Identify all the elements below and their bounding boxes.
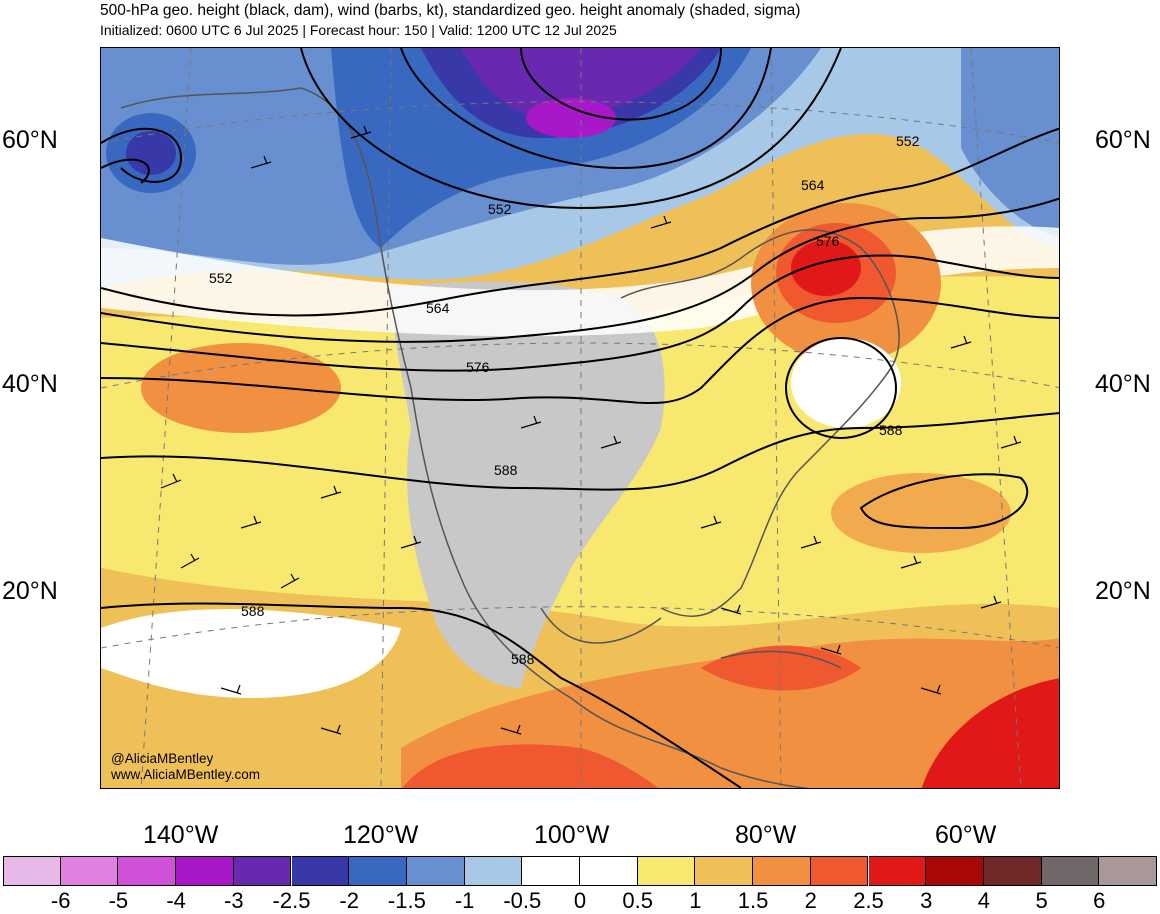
colorbar-label: 6: [1093, 888, 1106, 913]
colorbar-label: -1: [454, 888, 475, 913]
credit-handle: @AliciaMBentley: [111, 751, 214, 766]
colorbar-swatch: [695, 856, 754, 886]
credit-website: www.AliciaMBentley.com: [111, 767, 261, 782]
colorbar-label: -0.5: [503, 888, 542, 913]
lat-label-40n-right: 40°N: [1095, 370, 1151, 398]
colorbar-label: -1.5: [387, 888, 426, 913]
colorbar-swatch: [464, 856, 523, 886]
contour-label: 576: [816, 233, 840, 249]
colorbar-label: 1: [689, 888, 702, 913]
colorbar-swatch: [522, 856, 580, 886]
map-title: 500-hPa geo. height (black, dam), wind (…: [100, 2, 801, 19]
colorbar-swatch: [233, 856, 292, 886]
colorbar-swatch: [349, 856, 407, 886]
lat-label-20n-right: 20°N: [1095, 577, 1151, 605]
colorbar-label: -2.5: [272, 888, 311, 913]
colorbar-swatch: [580, 856, 638, 886]
contour-label: 564: [801, 177, 825, 193]
lon-label-140w: 140°W: [143, 821, 219, 849]
weather-map[interactable]: 552 552 552 564 564 576 576 588 588 588 …: [100, 47, 1060, 789]
colorbar-swatch: [637, 856, 696, 886]
colorbar-swatch: [926, 856, 984, 886]
contour-label: 588: [879, 422, 903, 438]
lat-label-40n-left: 40°N: [2, 370, 58, 398]
lon-label-100w: 100°W: [534, 821, 610, 849]
map-subtitle: Initialized: 0600 UTC 6 Jul 2025 | Forec…: [100, 22, 617, 38]
colorbar-swatch: [406, 856, 465, 886]
lat-label-60n-left: 60°N: [2, 126, 58, 154]
colorbar-swatch: [753, 856, 811, 886]
contour-label: 552: [896, 133, 920, 149]
colorbar-label: -2: [339, 888, 359, 913]
colorbar-swatch: [1041, 856, 1100, 886]
colorbar-label: 3: [920, 888, 933, 913]
colorbar-label: 1.5: [737, 888, 769, 913]
colorbar-label: 4: [977, 888, 991, 913]
contour-label: 588: [241, 603, 265, 619]
colorbar-swatch: [868, 856, 927, 886]
colorbar-label: -6: [50, 888, 71, 913]
colorbar-swatch: [3, 856, 61, 886]
contour-label: 552: [209, 270, 233, 286]
colorbar-label: 5: [1035, 888, 1048, 913]
colorbar-label: -4: [166, 888, 186, 913]
colorbar-label: 0.5: [622, 888, 653, 913]
contour-label: 588: [511, 651, 535, 667]
colorbar-swatch: [176, 856, 234, 886]
colorbar-label: -3: [224, 888, 244, 913]
colorbar-label: -5: [108, 888, 129, 913]
colorbar-swatch: [291, 856, 350, 886]
lon-label-120w: 120°W: [343, 821, 419, 849]
colorbar-label: 0: [573, 888, 587, 913]
map-canvas: 552 552 552 564 564 576 576 588 588 588 …: [101, 48, 1059, 788]
colorbar-swatch: [983, 856, 1042, 886]
lat-label-20n-left: 20°N: [2, 577, 58, 605]
lon-label-60w: 60°W: [935, 821, 997, 849]
lat-label-60n-right: 60°N: [1095, 126, 1151, 154]
colorbar-label: 2.5: [853, 888, 884, 913]
colorbar-swatch: [60, 856, 119, 886]
colorbar-label: 2: [804, 888, 817, 913]
colorbar-swatch: [118, 856, 177, 886]
contour-label: 588: [494, 462, 518, 478]
colorbar-swatch: [810, 856, 869, 886]
contour-label: 564: [426, 300, 450, 316]
contour-label: 576: [466, 359, 490, 375]
lon-label-80w: 80°W: [735, 821, 797, 849]
contour-label: 552: [488, 201, 512, 217]
colorbar-swatch: [1099, 856, 1157, 886]
